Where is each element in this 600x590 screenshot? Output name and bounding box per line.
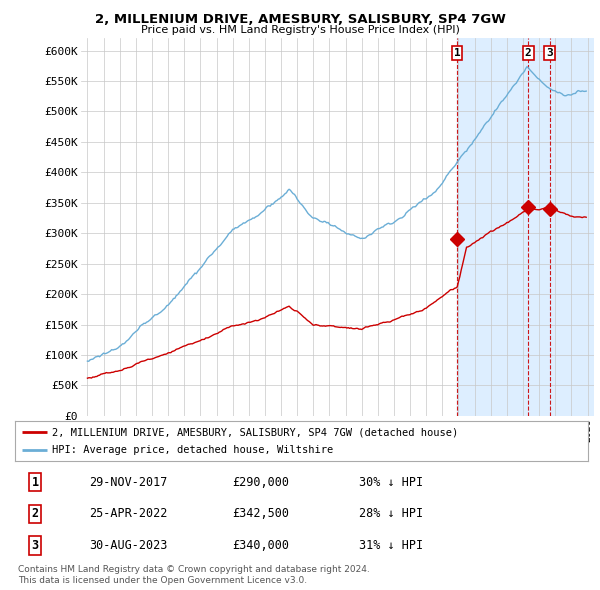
Text: £342,500: £342,500 [233, 507, 290, 520]
Text: 29-NOV-2017: 29-NOV-2017 [89, 476, 168, 489]
Text: HPI: Average price, detached house, Wiltshire: HPI: Average price, detached house, Wilt… [52, 445, 334, 455]
Text: 30-AUG-2023: 30-AUG-2023 [89, 539, 168, 552]
Text: 2: 2 [31, 507, 38, 520]
Bar [457, 38, 594, 416]
Text: £290,000: £290,000 [233, 476, 290, 489]
Text: 31% ↓ HPI: 31% ↓ HPI [359, 539, 423, 552]
Text: 3: 3 [31, 539, 38, 552]
Text: 28% ↓ HPI: 28% ↓ HPI [359, 507, 423, 520]
Text: 2, MILLENIUM DRIVE, AMESBURY, SALISBURY, SP4 7GW: 2, MILLENIUM DRIVE, AMESBURY, SALISBURY,… [95, 13, 505, 26]
Text: 1: 1 [31, 476, 38, 489]
Text: 30% ↓ HPI: 30% ↓ HPI [359, 476, 423, 489]
Text: Price paid vs. HM Land Registry's House Price Index (HPI): Price paid vs. HM Land Registry's House … [140, 25, 460, 35]
Text: 2: 2 [525, 48, 532, 58]
Text: 2, MILLENIUM DRIVE, AMESBURY, SALISBURY, SP4 7GW (detached house): 2, MILLENIUM DRIVE, AMESBURY, SALISBURY,… [52, 428, 458, 438]
Text: 25-APR-2022: 25-APR-2022 [89, 507, 168, 520]
Text: 1: 1 [454, 48, 460, 58]
Text: Contains HM Land Registry data © Crown copyright and database right 2024.
This d: Contains HM Land Registry data © Crown c… [18, 565, 370, 585]
Text: 3: 3 [547, 48, 553, 58]
Text: £340,000: £340,000 [233, 539, 290, 552]
